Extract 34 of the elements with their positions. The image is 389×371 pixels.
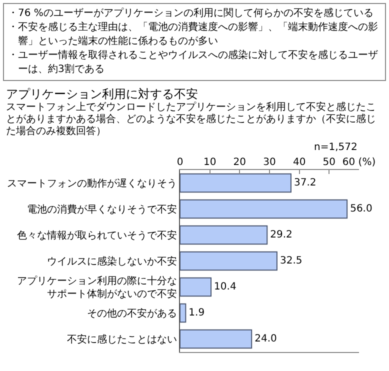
bar bbox=[180, 251, 278, 271]
bar bbox=[180, 199, 348, 219]
y-tick-label: アプリケーション利用の際に十分なサポート体制がないので不安 bbox=[17, 275, 177, 300]
y-tick-label: ウイルスに感染しないか不安 bbox=[47, 256, 177, 268]
x-tick-label: 60 (%) bbox=[342, 157, 376, 168]
chart-title: アプリケーション利用に対する不安 bbox=[6, 87, 199, 101]
x-tick-label: 40 bbox=[292, 157, 306, 168]
bar bbox=[180, 329, 252, 349]
data-label: 29.2 bbox=[270, 230, 292, 240]
data-label: 24.0 bbox=[254, 334, 277, 344]
x-tick-label: 50 bbox=[322, 157, 336, 168]
data-label: 32.5 bbox=[280, 256, 302, 266]
data-label: 56.0 bbox=[350, 204, 372, 214]
text: ・不安を感じる主な理由は、「電池の消費速度への影響」、「端末動作速度への影響」といった端末の性能に係わるものが多い bbox=[8, 21, 379, 49]
y-tick-label: 色々な情報が取られていそうで不安 bbox=[17, 230, 177, 242]
data-label: 10.4 bbox=[214, 282, 236, 292]
data-label: 1.9 bbox=[188, 308, 205, 318]
data-label: 37.2 bbox=[294, 178, 316, 188]
y-tick-label: 電池の消費が早くなりそうで不安 bbox=[27, 204, 177, 216]
bar bbox=[180, 303, 186, 323]
y-tick-label: その他の不安がある bbox=[87, 308, 177, 320]
text: ・76 %のユーザーがアプリケーションの利用に関して何らかの不安を感じている bbox=[8, 7, 374, 21]
y-tick-label: 不安に感じたことはない bbox=[67, 334, 177, 346]
y-tick-label: スマートフォンの動作が遅くなりそう bbox=[7, 178, 177, 190]
x-tick-label: 20 bbox=[233, 157, 246, 168]
bar bbox=[180, 173, 292, 193]
text: n=1,572 bbox=[314, 142, 358, 153]
chart-subtitle: スマートフォン上でダウンロードしたアプリケーションを利用して不安と感じたことがありますかある場合、どのような不安を感じたことがありますか（不安に感じた場合のみ複数回答） bbox=[6, 102, 377, 138]
x-tick-label: 30 bbox=[263, 157, 276, 168]
x-tick-label: 0 bbox=[176, 157, 184, 168]
x-tick-label: 10 bbox=[203, 157, 216, 168]
text: ・ユーザー情報を取得されることやウイルスへの感染に対して不安を感じるユーザーは、約3割である bbox=[8, 49, 379, 77]
bar bbox=[180, 277, 212, 297]
bar bbox=[180, 225, 268, 245]
